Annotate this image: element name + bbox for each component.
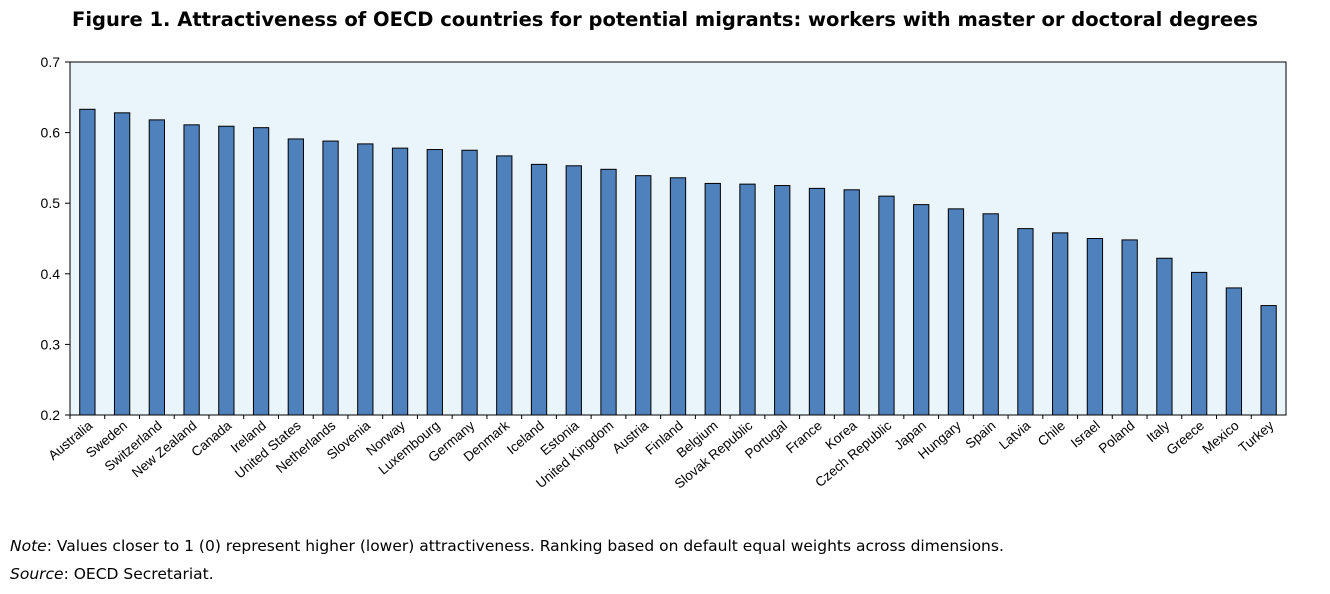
bar-chart: 0.2 0.3 0.4 0.5 0.6 0.7 AustraliaSwedenSwitze…: [41, 54, 1287, 492]
y-tick-label: 0.5: [41, 195, 61, 211]
bar-italy: [1156, 257, 1173, 416]
bar-belgium: [704, 182, 721, 416]
bar-japan: [913, 204, 930, 416]
bars-group: [79, 108, 1277, 416]
bar-czech-republic: [878, 195, 895, 416]
bar-iceland: [530, 163, 548, 416]
bar-france: [808, 187, 826, 416]
bar-korea: [843, 189, 860, 416]
bar-finland: [669, 177, 687, 416]
x-category-label: Canada: [188, 417, 234, 459]
note-text: : Values closer to 1 (0) represent highe…: [46, 537, 1004, 555]
bar-norway: [391, 147, 409, 416]
bar-ireland: [252, 127, 270, 416]
bar-austria: [635, 175, 652, 416]
bar-luxembourg: [426, 149, 443, 416]
y-axis: 0.2 0.3 0.4 0.5 0.6 0.7: [41, 54, 70, 423]
bar-australia: [79, 108, 96, 416]
bar-united-states: [287, 138, 304, 416]
note-label: Note: [10, 537, 47, 555]
y-tick-label: 0.7: [41, 54, 61, 70]
x-category-label: Greece: [1164, 418, 1208, 458]
bar-spain: [982, 213, 999, 416]
bar-turkey: [1260, 305, 1277, 416]
y-tick-label: 0.2: [41, 407, 61, 423]
x-category-label: Mexico: [1199, 418, 1241, 457]
source-text: : OECD Secretariat.: [63, 565, 214, 583]
chart-note: Note: Values closer to 1 (0) represent h…: [10, 537, 1004, 555]
x-category-label: Spain: [963, 418, 999, 452]
bar-mexico: [1225, 287, 1243, 416]
bar-slovenia: [357, 143, 374, 416]
y-tick-label: 0.4: [41, 266, 61, 282]
chart-title: Figure 1. Attractiveness of OECD countri…: [72, 8, 1258, 31]
bar-canada: [218, 125, 235, 416]
bar-slovak-republic: [739, 183, 756, 416]
bar-greece: [1190, 271, 1208, 416]
x-category-label: Poland: [1096, 418, 1138, 457]
bar-latvia: [1017, 228, 1034, 416]
plot-frame: [69, 61, 1287, 416]
x-category-label: Chile: [1035, 418, 1068, 449]
bar-germany: [461, 149, 478, 416]
bar-hungary: [947, 208, 965, 416]
x-category-label: France: [783, 418, 825, 457]
bar-netherlands: [322, 140, 339, 416]
x-category-label: Latvia: [996, 417, 1034, 452]
source-label: Source: [10, 565, 64, 583]
bar-portugal: [774, 185, 791, 416]
bar-new-zealand: [183, 124, 200, 416]
bar-united-kingdom: [600, 168, 617, 416]
bar-sweden: [113, 112, 131, 416]
chart-source: Source: OECD Secretariat.: [10, 565, 214, 583]
y-tick-label: 0.6: [41, 125, 61, 141]
bar-estonia: [565, 165, 582, 416]
bar-chile: [1052, 232, 1069, 416]
y-tick-label: 0.3: [41, 336, 61, 352]
bar-israel: [1086, 238, 1104, 416]
x-category-label: Turkey: [1236, 418, 1277, 456]
bar-switzerland: [148, 119, 166, 416]
bar-denmark: [496, 155, 513, 416]
bar-poland: [1121, 239, 1138, 416]
